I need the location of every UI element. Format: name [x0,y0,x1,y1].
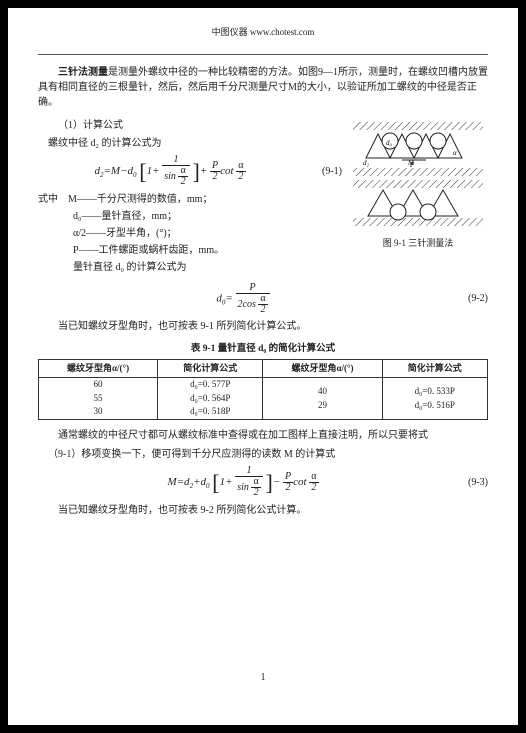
header-link: 中图仪器 www.chotest.com [38,26,488,40]
eq2-num: (9-2) [448,291,488,306]
equation-9-2: d0= P2cos α2 (9-2) [38,283,488,315]
intro-paragraph: 三针法测量是测量外螺纹中径的一种比较精密的方法。如图9—1所示，测量时，在螺纹凹… [38,65,488,110]
eq1-num: (9-1) [302,164,342,179]
after-eq3: 当已知螺纹牙型角时，也可按表 9-2 所列简化公式计算。 [38,503,488,518]
page-number: 1 [8,670,518,685]
th1: 螺纹牙型角α/(°) [39,359,158,378]
s1-var: 螺纹中径 d₂ [48,138,99,149]
r-c: 4029 [263,378,382,420]
th3: 螺纹牙型角α/(°) [263,359,382,378]
eq2-body: d0= P2cos α2 [38,283,448,315]
r-b: d₀=0. 577Pd₀=0. 564Pd₀=0. 518P [158,378,263,420]
def-d0calc: 量针直径 d₀ 的计算公式为 [73,260,488,275]
para2a: 通常螺纹的中径尺寸都可从螺纹标准中查得或在加工图样上直接注明，所以只要将式 [38,428,488,443]
th2: 简化计算公式 [158,359,263,378]
figure-caption: 图 9-1 三针测量法 [348,237,488,251]
figure-svg: d₀ α d₂ M P [348,120,488,230]
r-a: 605530 [39,378,158,420]
svg-text:d₂: d₂ [363,159,370,167]
table-9-1: 螺纹牙型角α/(°) 简化计算公式 螺纹牙型角α/(°) 简化计算公式 6055… [38,359,488,420]
svg-text:d₀: d₀ [386,139,393,147]
svg-text:P: P [409,161,415,169]
eq3-num: (9-3) [448,475,488,490]
figure-9-1: d₀ α d₂ M P 图 9-1 三针测量法 [348,120,488,250]
equation-9-3: M=d2+d0 [1+ 1sin α2 ]− P2cot α2 (9-3) [38,466,488,499]
svg-text:α: α [453,149,457,157]
document-page: 中图仪器 www.chotest.com 三针法测量是测量外螺纹中径的一种比较精… [8,8,518,725]
th4: 简化计算公式 [382,359,487,378]
top-rule [38,54,488,55]
intro-bold: 三针法测量 [58,67,108,78]
table-caption: 表 9-1 量针直径 d₀ 的简化计算公式 [38,342,488,356]
eq1-body: d2=M−d0 [1+ 1sin α2 ]+ P2cot α2 [38,155,302,188]
para2b: （9-1）移项变换一下，便可得到千分尺应测得的读数 M 的计算式 [48,447,488,462]
s1-rest: 的计算公式为 [102,138,162,149]
equation-9-1: d2=M−d0 [1+ 1sin α2 ]+ P2cot α2 (9-1) [38,155,342,188]
eq3-body: M=d2+d0 [1+ 1sin α2 ]− P2cot α2 [38,466,448,499]
after-eq2: 当已知螺纹牙型角时，也可按表 9-1 所列简化计算公式。 [38,319,488,334]
r-d: d₀=0. 533Pd₀=0. 516P [382,378,487,420]
